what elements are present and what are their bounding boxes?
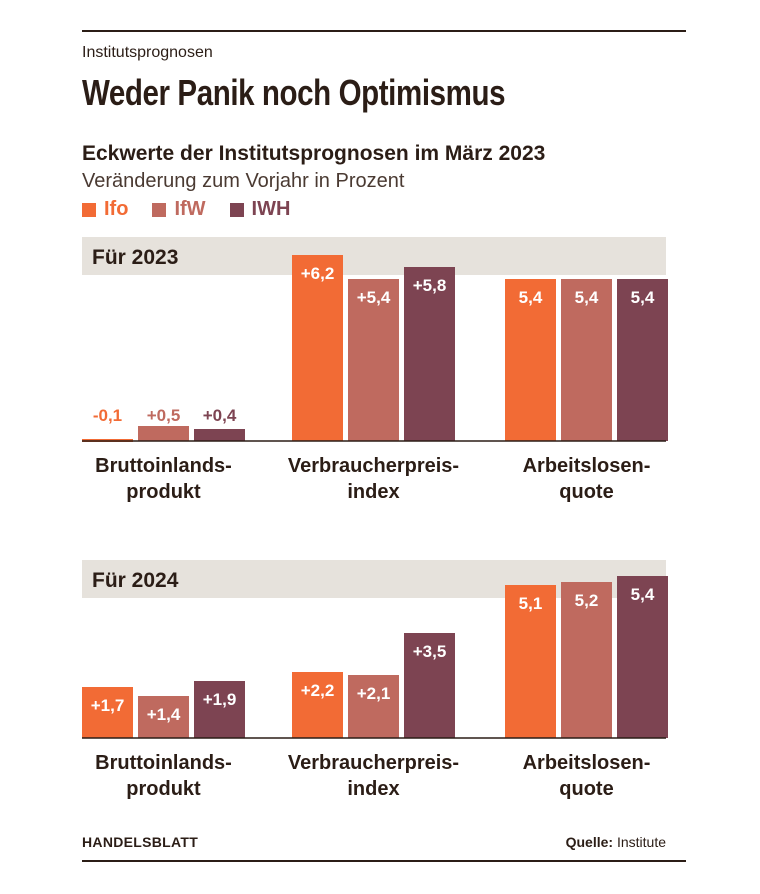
data-label-1-1-0: +6,2 [301,264,335,283]
bar-1-2-0 [505,279,556,441]
category-label-1-1-1: index [347,481,399,503]
legend-label-iwh: IWH [251,198,291,220]
category-label-1-0-1: produkt [126,481,201,503]
bar-1-1-2 [404,267,455,441]
category-label-2-0-0: Bruttoinlands- [95,752,232,774]
bar-1-2-2 [617,279,668,441]
data-label-1-0-2: +0,4 [203,406,237,425]
legend-item-ifo: Ifo [82,198,128,221]
data-label-2-2-2: 5,4 [631,585,655,604]
data-label-1-1-2: +5,8 [413,276,447,295]
bottom-rule [82,860,686,862]
page-title: Weder Panik noch Optimismus [82,72,506,113]
bar-1-2-1 [561,279,612,441]
category-label-2-2-0: Arbeitslosen- [523,752,651,774]
unit-label: Veränderung zum Vorjahr in Prozent [82,170,405,192]
bar-2-1-0 [292,672,343,738]
bar-2-2-1 [561,582,612,738]
panel-label-2: Für 2024 [92,569,179,592]
bar-2-0-2 [194,681,245,738]
data-label-1-0-0: -0,1 [93,406,122,425]
source-label: Quelle: [565,834,614,850]
bar-1-1-1 [348,279,399,441]
data-label-2-1-2: +3,5 [413,642,447,661]
bar-2-0-0 [82,687,133,738]
data-label-1-1-1: +5,4 [357,288,391,307]
legend-swatch-ifo [82,202,96,217]
category-label-1-0-0: Bruttoinlands- [95,455,232,477]
data-label-1-2-0: 5,4 [519,288,543,307]
legend: Ifo IfW IWH [82,198,290,221]
legend-item-iwh: IWH [229,198,291,221]
data-label-1-0-1: +0,5 [147,406,181,425]
bar-1-0-2 [194,429,245,441]
data-label-2-0-2: +1,9 [203,690,237,709]
legend-label-ifo: Ifo [104,198,129,220]
category-label-1-1-0: Verbraucherpreis- [288,455,459,477]
bar-1-0-1 [138,426,189,441]
chart-subtitle: Eckwerte der Institutsprognosen im März … [82,142,546,165]
category-label-1-2-1: quote [559,481,613,503]
category-label-2-1-0: Verbraucherpreis- [288,752,459,774]
data-label-2-2-1: 5,2 [575,591,599,610]
category-label-1-2-0: Arbeitslosen- [523,455,651,477]
legend-swatch-iwh [229,202,244,217]
category-label-2-2-1: quote [559,778,613,800]
data-label-2-0-0: +1,7 [91,696,125,715]
data-label-2-2-0: 5,1 [519,594,543,613]
category-label-2-0-1: produkt [126,778,201,800]
legend-item-ifw: IfW [152,198,206,221]
source-value: Institute [616,834,666,850]
legend-label-ifw: IfW [174,198,206,220]
publisher-brand: HANDELSBLATT [82,834,199,850]
bar-2-1-2 [404,633,455,738]
data-label-2-1-1: +2,1 [357,684,391,703]
source-note: Quelle: Institute [566,834,666,850]
bar-2-2-0 [505,585,556,738]
data-label-2-1-0: +2,2 [301,681,335,700]
category-label-2-1-1: index [347,778,399,800]
panel-label-1: Für 2023 [92,246,178,269]
top-rule [82,30,686,32]
legend-swatch-ifw [152,202,167,217]
bar-2-0-1 [138,696,189,738]
panel-band-1 [82,237,666,275]
bar-1-1-0 [292,255,343,441]
data-label-2-0-1: +1,4 [147,705,181,724]
data-label-1-2-1: 5,4 [575,288,599,307]
bar-2-2-2 [617,576,668,738]
kicker: Institutsprognosen [82,44,213,61]
data-label-1-2-2: 5,4 [631,288,655,307]
bar-2-1-1 [348,675,399,738]
